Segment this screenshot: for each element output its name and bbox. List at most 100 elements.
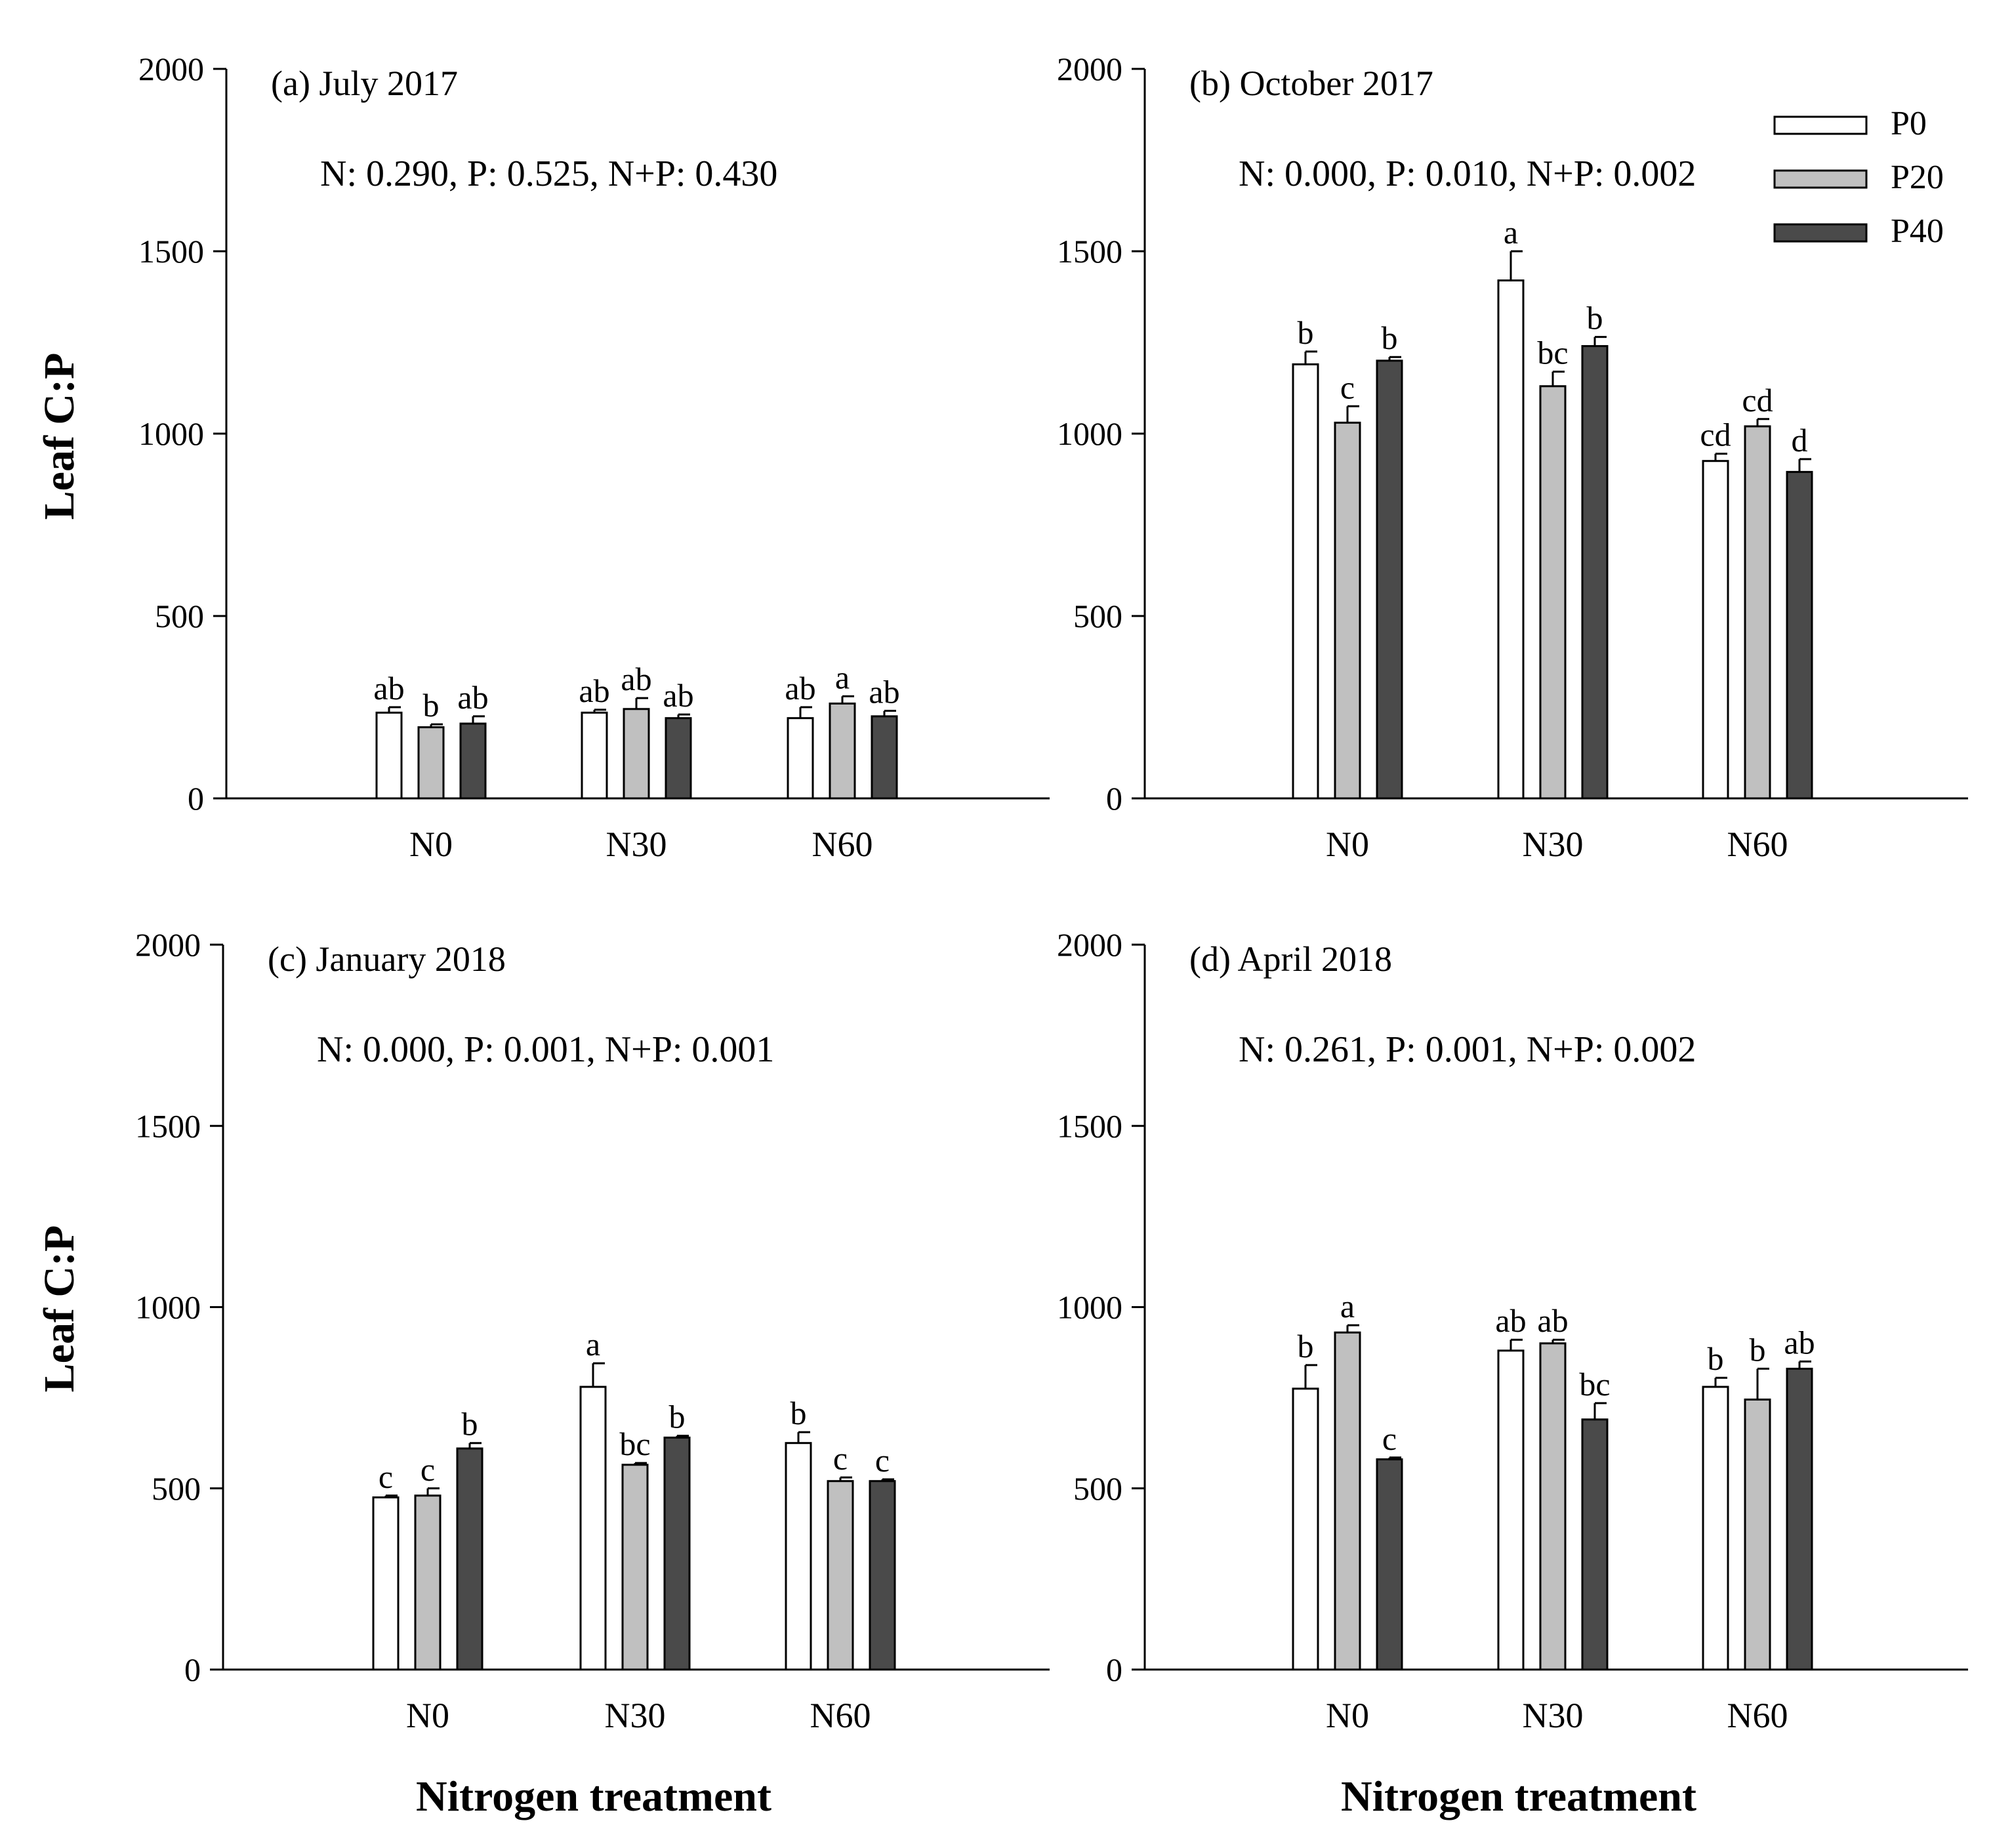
x-tick-label: N60 [812,825,873,864]
y-tick-label: 1000 [1057,415,1122,452]
y-tick-label: 2000 [1057,51,1122,87]
significance-letter: c [421,1451,435,1488]
y-tick-label: 1000 [138,415,204,452]
significance-letter: ab [869,674,899,710]
x-tick-label: N30 [1523,825,1584,864]
y-tick-label: 1500 [1057,1107,1122,1144]
significance-letter: a [1504,214,1518,251]
significance-letter: b [1750,1331,1766,1368]
legend-swatch-p40 [1773,223,1868,243]
bar-p40-n30 [1581,1418,1609,1671]
significance-letter: c [1340,369,1355,405]
y-tick-label: 1500 [1057,233,1122,270]
y-tick-label: 0 [184,1651,201,1688]
bar-p40-n30 [1581,345,1609,800]
panel-title-a: (a) July 2017 [271,64,458,103]
x-tick-label: N60 [1727,1696,1788,1735]
panel-title-c: (c) January 2018 [268,939,506,979]
y-tick-label: 2000 [135,926,201,963]
significance-letter: b [1298,314,1314,351]
bar-p0-n60 [787,717,814,800]
significance-letter: bc [619,1426,650,1462]
bar-p20-n60 [829,702,856,800]
bar-p40-n0 [459,722,487,800]
significance-letter: b [423,687,440,724]
y-tick-label: 500 [155,598,204,634]
legend-swatch-p0 [1773,115,1868,135]
bar-p0-n0 [372,1496,400,1671]
y-tick-label: 0 [1106,1651,1122,1688]
bar-p0-n0 [1292,363,1319,800]
bar-p40-n0 [1376,359,1403,800]
y-tick-label: 1500 [138,233,204,270]
y-tick-label: 1500 [135,1107,201,1144]
bar-p20-n30 [621,1464,649,1671]
x-tick-label: N60 [1727,825,1788,864]
x-tick-label: N30 [605,1696,666,1735]
bar-p40-n0 [1376,1458,1403,1671]
p-value-annotation: N: 0.000, P: 0.010, N+P: 0.002 [1239,154,1696,194]
y-tick-label: 500 [1073,1470,1122,1507]
y-tick-label: 2000 [138,51,204,87]
x-tick-label: N30 [606,825,667,864]
bar-p0-n60 [785,1442,812,1671]
y-axis-title-top: Leaf C:P [35,353,83,520]
significance-letter: a [1340,1288,1355,1324]
significance-letter: ab [373,670,404,707]
significance-letter: cd [1700,417,1731,453]
bar-p0-n60 [1702,460,1729,800]
significance-letter: b [1298,1328,1314,1365]
x-tick-label: N0 [409,825,453,864]
significance-letter: b [462,1406,478,1443]
bar-p20-n0 [1334,1331,1361,1671]
significance-letter: ab [663,677,693,714]
y-tick-label: 0 [188,780,204,817]
y-tick-label: 0 [1106,780,1122,817]
bar-p20-n0 [414,1494,442,1671]
significance-letter: d [1792,422,1808,459]
y-tick-label: 2000 [1057,926,1122,963]
bar-p40-n30 [663,1436,691,1671]
p-value-annotation: N: 0.000, P: 0.001, N+P: 0.001 [317,1029,774,1070]
bar-p20-n30 [623,708,650,800]
y-axis-title-bottom: Leaf C:P [35,1225,83,1393]
legend-label-p20: P20 [1891,159,1944,196]
legend-label-p0: P0 [1891,105,1927,142]
bar-p40-n60 [1786,470,1813,800]
significance-letter: c [1382,1420,1397,1457]
legend: P0 P20 P40 [1773,105,1944,250]
p-value-annotation: N: 0.290, P: 0.525, N+P: 0.430 [320,154,777,194]
significance-letter: ab [1784,1324,1815,1361]
significance-letter: ab [1495,1302,1526,1339]
p-value-annotation: N: 0.261, P: 0.001, N+P: 0.002 [1239,1029,1696,1070]
significance-letter: cd [1742,382,1773,419]
significance-letter: b [1708,1340,1724,1377]
panel-title-d: (d) April 2018 [1189,939,1392,979]
y-tick-label: 1000 [135,1289,201,1326]
x-tick-label: N0 [1326,1696,1369,1735]
y-tick-label: 500 [152,1470,201,1507]
bar-p0-n30 [1497,279,1525,800]
x-tick-label: N60 [810,1696,871,1735]
bar-p20-n60 [827,1480,854,1671]
x-axis-title-left: Nitrogen treatment [416,1773,771,1820]
significance-letter: a [586,1326,600,1363]
significance-letter: bc [1579,1366,1610,1403]
bar-p20-n30 [1539,1342,1567,1671]
significance-letter: ab [1537,1302,1568,1339]
significance-letter: c [833,1440,848,1477]
y-tick-label: 1000 [1057,1289,1122,1326]
significance-letter: ab [457,679,488,716]
x-tick-label: N0 [1326,825,1369,864]
bar-p40-n60 [871,715,898,800]
bar-p20-n60 [1744,1398,1771,1671]
legend-swatch-p20 [1773,169,1868,189]
x-axis-title-right: Nitrogen treatment [1341,1773,1696,1820]
bar-p0-n30 [579,1386,607,1671]
bar-p40-n30 [665,717,692,800]
significance-letter: ab [785,670,815,707]
significance-letter: ab [579,672,609,709]
